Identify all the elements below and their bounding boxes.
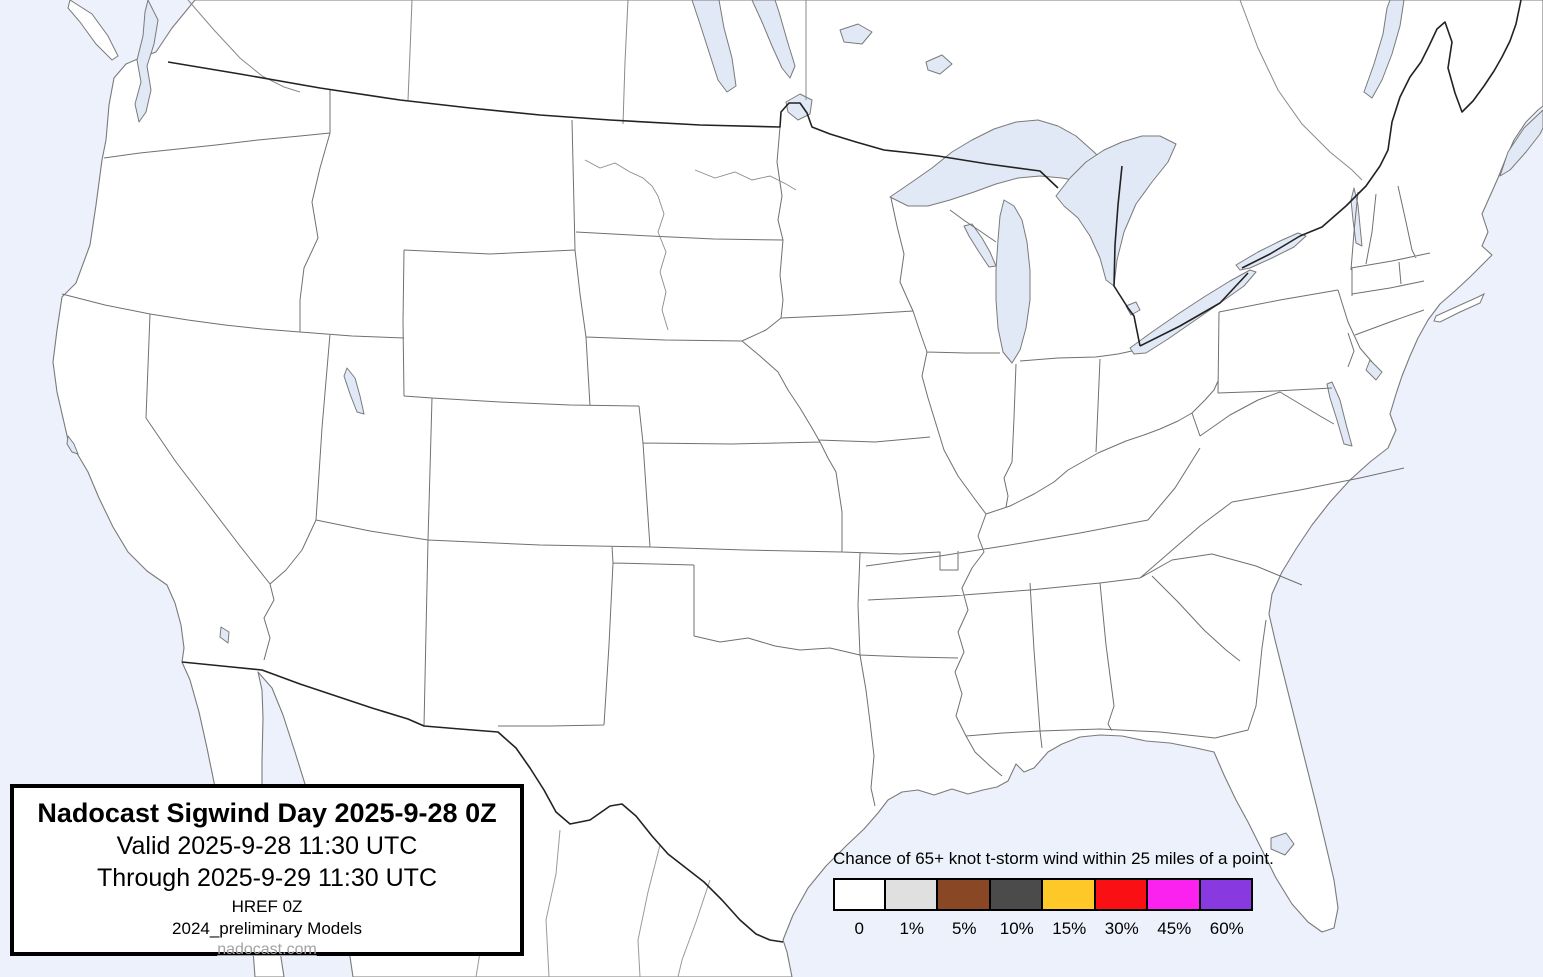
nadocast-link[interactable]: nadocast.com [217, 941, 317, 958]
map-title: Nadocast Sigwind Day 2025-9-28 0Z [37, 798, 497, 828]
legend-bins: 0 1% 5% 10% 15% 30% 45% 60% [833, 878, 1273, 939]
legend-bin-label: 0 [854, 919, 864, 938]
legend-swatch [936, 878, 991, 911]
puget-sound [134, 0, 159, 123]
probability-legend: Chance of 65+ knot t-storm wind within 2… [833, 849, 1274, 939]
title-box: Nadocast Sigwind Day 2025-9-28 0Z Valid … [10, 784, 524, 958]
lake-okeechobee [1270, 832, 1295, 856]
lakes-and-bays [66, 0, 1543, 856]
legend-swatch [833, 878, 886, 911]
rivers [584, 159, 797, 331]
legend-swatch [988, 878, 1043, 911]
model-line: HREF 0Z [231, 897, 303, 916]
legend-bin: 45% [1146, 878, 1201, 939]
legend-bin: 60% [1198, 878, 1253, 939]
lake-winnipeg [691, 0, 737, 93]
lake-huron [1055, 135, 1177, 287]
lake-erie [1129, 269, 1257, 355]
national-borders [167, 0, 1522, 943]
state-borders [61, 90, 1431, 807]
legend-bin-label: 30% [1104, 919, 1139, 938]
us-canada-border [167, 0, 1522, 347]
legend-swatch [883, 878, 938, 911]
legend-bin: 5% [936, 878, 991, 939]
legend-bin-label: 45% [1157, 919, 1192, 938]
through-time-line: Through 2025-9-29 11:30 UTC [96, 864, 437, 892]
lake-champlain [1350, 187, 1363, 247]
legend-bin-label: 15% [1052, 919, 1087, 938]
us-mexico-border [181, 661, 784, 943]
legend-bin-label: 1% [899, 919, 925, 938]
legend-swatch [1093, 878, 1148, 911]
legend-bin: 10% [988, 878, 1043, 939]
legend-bin: 1% [883, 878, 938, 939]
canada-province-borders [187, 0, 1363, 181]
legend-swatch [1146, 878, 1201, 911]
lake-manitoba [751, 0, 796, 79]
models-note-line: 2024_preliminary Models [172, 919, 362, 938]
sf-bay [66, 435, 79, 455]
legend-bin: 15% [1041, 878, 1096, 939]
legend-swatch [1198, 878, 1253, 911]
valid-time-line: Valid 2025-9-28 11:30 UTC [116, 832, 418, 860]
legend-title: Chance of 65+ knot t-storm wind within 2… [833, 849, 1274, 868]
long-island [1433, 292, 1486, 323]
delaware-bay [1365, 359, 1383, 381]
bay-of-fundy [1499, 109, 1543, 177]
legend-bin-label: 5% [951, 919, 977, 938]
lake-michigan [995, 199, 1031, 364]
legend-bin-label: 60% [1209, 919, 1244, 938]
canada-lake-2 [925, 54, 953, 75]
green-bay [963, 223, 997, 268]
lake-of-the-woods [785, 93, 813, 121]
legend-bin: 0 [833, 878, 886, 939]
lake-st-clair [1125, 301, 1141, 316]
salton-sea [219, 626, 230, 644]
vancouver-island [67, 0, 119, 61]
canada-lake-1 [839, 23, 873, 45]
legend-bin-label: 10% [999, 919, 1034, 938]
st-lawrence-river [1363, 0, 1405, 99]
legend-swatch [1041, 878, 1096, 911]
legend-bin: 30% [1093, 878, 1148, 939]
great-salt-lake [343, 367, 365, 415]
